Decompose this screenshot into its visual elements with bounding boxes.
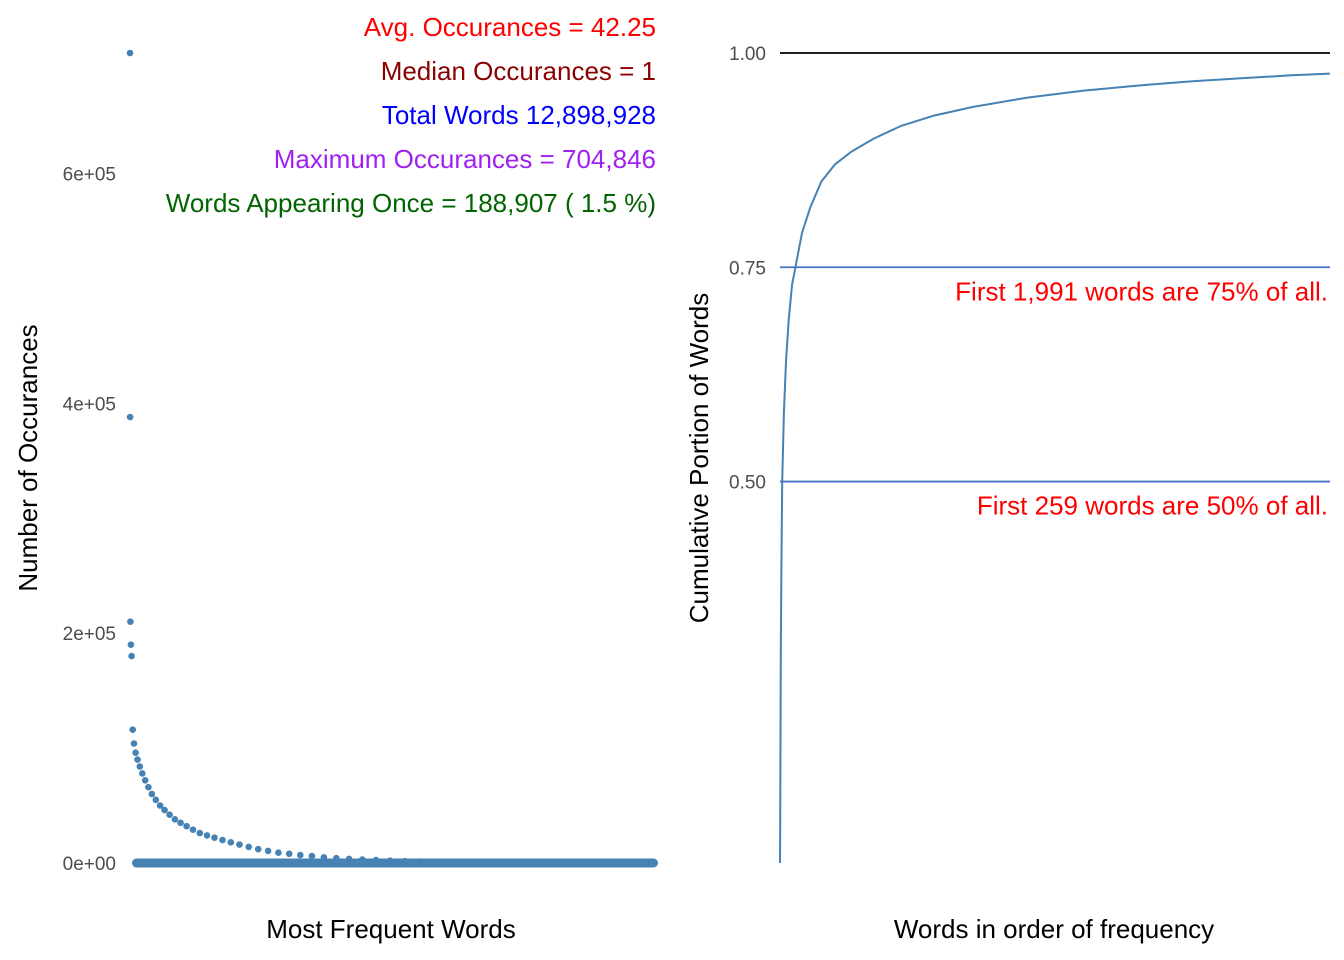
right-panel: 0.50 0.75 1.00 First 1,991 words are 75% o… (684, 44, 1331, 944)
scatter-point (132, 749, 139, 756)
scatter-point (245, 843, 252, 851)
scatter-point (126, 49, 134, 57)
scatter-point (130, 740, 138, 747)
right-y-tick-label: 1.00 (729, 44, 766, 65)
scatter-point (203, 832, 211, 839)
stat-annotation: Avg. Occurances = 42.25 (364, 12, 656, 42)
left-panel: 0e+00 2e+05 4e+05 6e+05 Avg. Occurances = 4… (13, 12, 658, 944)
left-y-tick-label: 4e+05 (63, 394, 116, 415)
scatter-point (129, 726, 136, 733)
stat-annotation: Median Occurances = 1 (381, 56, 656, 86)
right-reference-labels: First 1,991 words are 75% of all. First 2… (955, 276, 1328, 520)
scatter-point (128, 652, 135, 660)
stat-annotation: Words Appearing Once = 188,907 ( 1.5 %) (166, 188, 656, 218)
scatter-point (145, 783, 152, 791)
scatter-point (177, 819, 184, 827)
right-y-tick-label: 0.50 (729, 473, 766, 494)
left-y-tick-label: 0e+00 (63, 854, 116, 875)
scatter-point (227, 839, 235, 846)
right-y-ticks: 0.50 0.75 1.00 (729, 44, 766, 494)
scatter-point (141, 777, 149, 784)
scatter-point (285, 850, 293, 858)
scatter-point (183, 822, 190, 830)
stat-annotation: Maximum Occurances = 704,846 (274, 144, 656, 174)
scatter-point (136, 763, 144, 770)
stat-annotation: Total Words 12,898,928 (382, 100, 656, 130)
scatter-point (166, 811, 173, 818)
scatter-point (161, 806, 168, 814)
scatter-point (211, 834, 218, 841)
cumulative-curve-line (779, 72, 1331, 864)
scatter-point (127, 618, 134, 625)
scatter-point (264, 847, 272, 855)
scatter-point (127, 641, 135, 648)
scatter-point (134, 756, 141, 763)
left-y-tick-label: 2e+05 (63, 624, 116, 645)
reference-line-label: First 259 words are 50% of all. (977, 491, 1328, 521)
reference-line-label: First 1,991 words are 75% of all. (955, 276, 1328, 306)
right-y-axis-title: Cumulative Portion of Words (684, 293, 714, 623)
scatter-point (171, 816, 179, 823)
left-y-axis-title: Number of Occurances (13, 324, 43, 591)
scatter-point (196, 829, 204, 837)
scatter-point (148, 790, 156, 798)
left-scatter-series (126, 49, 658, 868)
scatter-point (152, 796, 160, 804)
scatter-point (219, 836, 226, 844)
left-x-axis-title: Most Frequent Words (266, 914, 516, 944)
left-y-tick-label: 6e+05 (63, 164, 116, 185)
scatter-tail-points (132, 858, 658, 868)
scatter-point (254, 845, 262, 853)
scatter-point (126, 413, 134, 421)
right-reference-lines (780, 52, 1330, 483)
scatter-point (156, 802, 164, 809)
scatter-point (275, 849, 282, 856)
scatter-point (139, 770, 146, 777)
scatter-point (297, 851, 304, 859)
scatter-point (236, 841, 243, 848)
left-y-ticks: 0e+00 2e+05 4e+05 6e+05 (63, 164, 116, 875)
scatter-point (189, 826, 197, 833)
left-annotations: Avg. Occurances = 42.25 Median Occurances… (166, 12, 656, 218)
right-y-tick-label: 0.75 (729, 258, 766, 279)
right-x-axis-title: Words in order of frequency (894, 914, 1214, 944)
scatter-point (308, 852, 316, 860)
